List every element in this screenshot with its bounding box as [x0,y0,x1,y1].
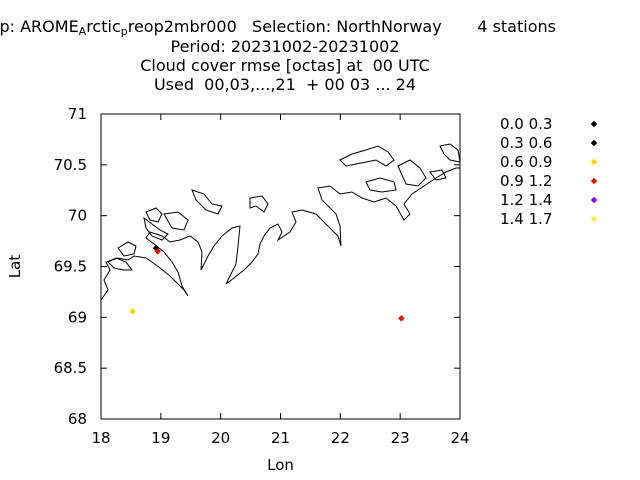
data-points [129,244,405,322]
legend-label: 1.2 1.4 [500,191,552,209]
y-tick-label: 69 [68,308,87,326]
x-tick-label: 20 [211,429,230,447]
legend-marker [590,139,598,147]
station-point [129,307,137,315]
legend-marker [590,120,598,128]
y-tick-label: 69.5 [54,258,87,276]
y-tick-label: 70 [68,207,87,225]
legend-label: 0.9 1.2 [500,172,552,190]
chart-title-experiment: xp: AROMEArcticpreop2mbr000 Selection: N… [0,17,556,38]
x-tick-label: 24 [450,429,469,447]
y-tick-label: 68.5 [54,359,87,377]
y-tick-label: 68 [68,410,87,428]
plot-frame [100,113,461,420]
y-axis-label: Lat [6,255,24,279]
x-tick-label: 21 [271,429,290,447]
legend-marker [590,177,598,185]
plot-axes: 18 19 20 21 22 23 24 68 68.5 69 69.5 70 70.5 71 Lon Lat [6,105,470,474]
y-tick-label: 70.5 [54,156,87,174]
x-tick-label: 19 [151,429,170,447]
x-tick-label: 22 [331,429,350,447]
x-tick-label: 23 [391,429,410,447]
chart-title-used: Used 00,03,...,21 + 00 03 ... 24 [153,75,417,94]
chart-title-variable: Cloud cover rmse [octas] at 00 UTC [140,56,430,75]
station-point [154,247,162,255]
y-tick-label: 71 [68,105,87,123]
station-point [398,314,405,322]
legend-label: 0.6 0.9 [500,153,552,171]
chart-title-period: Period: 20231002-20231002 [170,37,400,56]
legend-marker [590,196,598,204]
legend-marker [590,215,598,223]
legend-label: 1.4 1.7 [500,210,552,228]
legend-marker [590,158,598,166]
coastline-map [100,143,461,301]
legend-label: 0.3 0.6 [500,134,552,152]
x-axis-label: Lon [267,456,294,474]
x-tick-label: 18 [91,429,110,447]
legend-label: 0.0 0.3 [500,115,552,133]
chart-legend: 0.0 0.30.3 0.60.6 0.90.9 1.21.2 1.41.4 1… [500,115,598,228]
